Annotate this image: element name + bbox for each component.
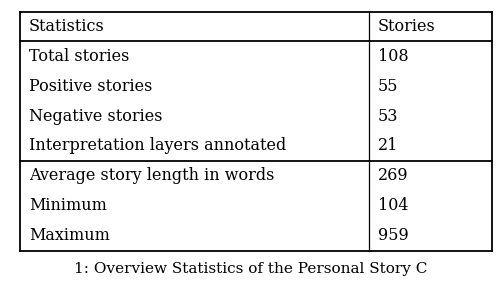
Text: 53: 53	[377, 108, 398, 125]
Text: 1: Overview Statistics of the Personal Story C: 1: Overview Statistics of the Personal S…	[74, 262, 427, 276]
Text: Stories: Stories	[377, 18, 435, 35]
Text: Total stories: Total stories	[29, 48, 129, 65]
Text: 959: 959	[377, 227, 408, 244]
Text: Minimum: Minimum	[29, 197, 107, 214]
Text: 108: 108	[377, 48, 408, 65]
Text: 104: 104	[377, 197, 408, 214]
Text: Maximum: Maximum	[29, 227, 110, 244]
Text: Negative stories: Negative stories	[29, 108, 162, 125]
Text: 55: 55	[377, 78, 398, 95]
Text: Average story length in words: Average story length in words	[29, 167, 274, 184]
Text: Positive stories: Positive stories	[29, 78, 152, 95]
Text: Interpretation layers annotated: Interpretation layers annotated	[29, 137, 286, 154]
Text: 269: 269	[377, 167, 408, 184]
Text: 21: 21	[377, 137, 398, 154]
Text: Statistics: Statistics	[29, 18, 105, 35]
